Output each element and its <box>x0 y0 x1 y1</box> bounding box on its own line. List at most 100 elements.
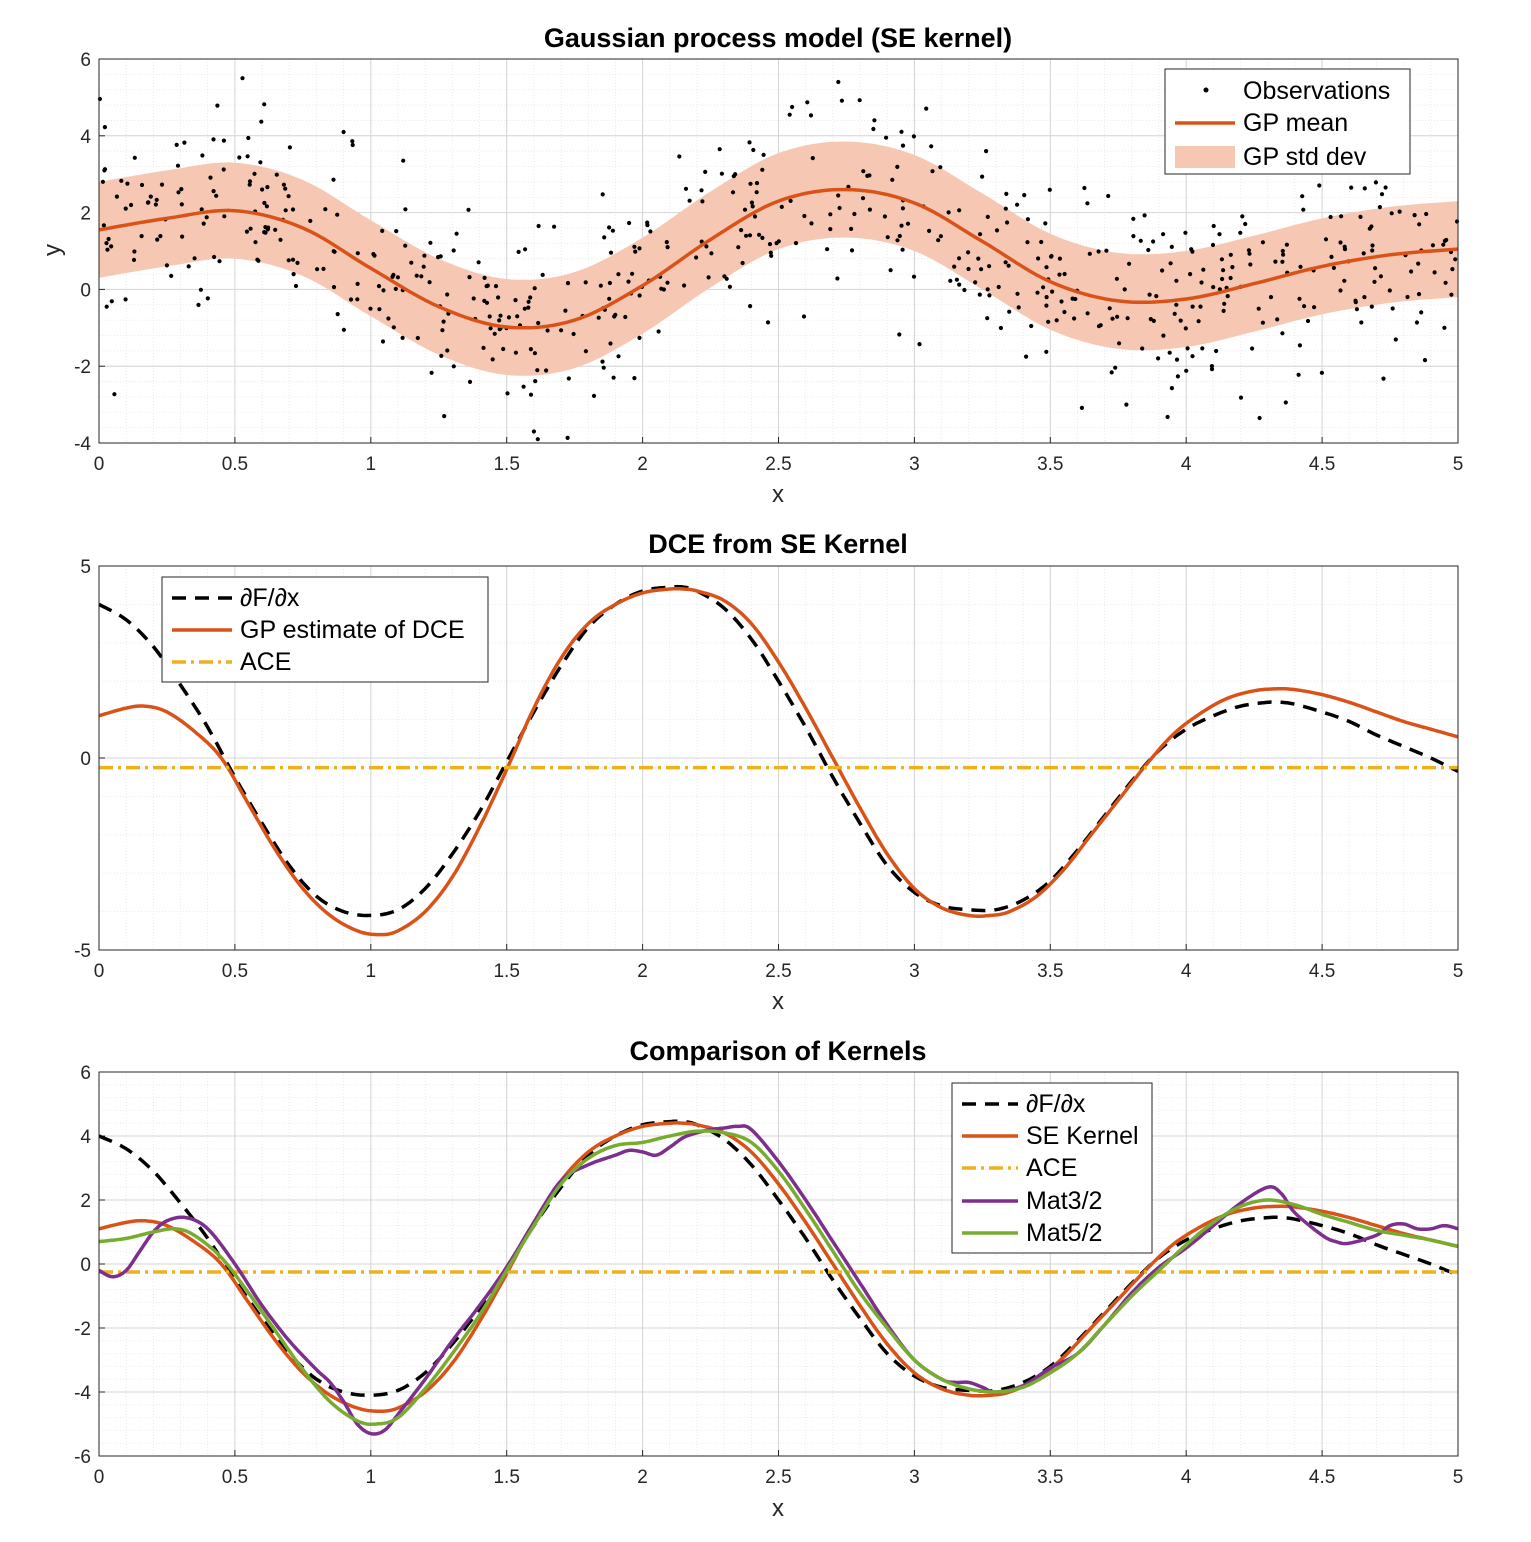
observation-point <box>245 154 250 159</box>
observation-point <box>1154 294 1159 299</box>
legend-label-se-kernel: SE Kernel <box>1026 1122 1139 1150</box>
observation-point <box>742 207 748 212</box>
observation-point <box>1183 326 1188 331</box>
observation-point <box>1044 295 1049 300</box>
observation-point <box>380 228 385 233</box>
observation-point <box>535 368 540 373</box>
observation-point <box>132 249 137 254</box>
observation-point <box>350 142 355 148</box>
observation-point <box>1196 319 1201 324</box>
observation-point <box>1300 194 1305 199</box>
x-tick-label: 1 <box>366 1467 377 1488</box>
observation-point <box>1301 207 1306 212</box>
observation-point <box>748 181 753 186</box>
observation-point <box>295 260 300 265</box>
observation-point <box>1419 310 1424 315</box>
observation-point <box>283 186 288 191</box>
observation-point <box>1054 318 1059 323</box>
observation-point <box>1073 296 1078 302</box>
observation-point <box>602 235 607 240</box>
observation-point <box>390 274 395 279</box>
observation-point <box>484 284 489 289</box>
observation-point <box>169 273 174 278</box>
observation-point <box>1329 254 1334 259</box>
observation-point <box>1087 251 1092 256</box>
observation-point <box>677 154 682 159</box>
x-tick-label: 0.5 <box>222 1467 248 1488</box>
observation-point <box>700 199 705 204</box>
observation-point <box>536 223 541 229</box>
observation-point <box>532 286 537 291</box>
observation-point <box>97 96 102 102</box>
observation-point <box>490 357 495 362</box>
observation-point <box>442 414 447 419</box>
observation-point <box>706 275 711 280</box>
observation-point <box>583 280 588 285</box>
observation-point <box>350 139 355 144</box>
observation-point <box>724 276 729 281</box>
observation-point <box>506 315 511 320</box>
observation-point <box>890 177 895 182</box>
y-axis-label: y <box>39 244 66 256</box>
observation-point <box>704 244 709 249</box>
observation-point <box>1373 266 1378 271</box>
observation-point <box>929 144 934 149</box>
observation-point <box>102 125 107 130</box>
observation-point <box>1441 242 1446 247</box>
observation-point <box>601 365 606 370</box>
axes-box <box>98 58 1459 444</box>
observation-point <box>687 198 692 203</box>
observation-point <box>1046 319 1051 324</box>
observation-point <box>987 293 992 298</box>
x-tick-label: 1.5 <box>493 1467 519 1488</box>
observation-point <box>1372 279 1377 284</box>
legend-label-gp-estimate: GP estimate of DCE <box>240 616 465 644</box>
observation-point <box>1414 320 1419 325</box>
observation-point <box>872 118 877 123</box>
observation-point <box>1142 213 1147 218</box>
observation-point <box>744 233 749 238</box>
observation-point <box>790 104 795 110</box>
observation-point <box>598 283 603 288</box>
observation-point <box>1015 202 1020 207</box>
observation-point <box>131 257 137 262</box>
observation-point <box>290 257 296 262</box>
y-tick-label: 2 <box>80 204 91 225</box>
observation-point <box>769 253 774 258</box>
observation-point <box>348 297 354 302</box>
observation-point <box>528 347 534 352</box>
observation-point <box>355 251 360 256</box>
observation-point <box>962 287 967 293</box>
observation-point <box>1373 180 1378 185</box>
observation-point <box>1175 374 1180 379</box>
panel-gaussian-process: 0 0.5 1 1.5 2 2.5 3 3.5 4 4.5 5 -4 -2 0 2 4 6 Gaussian … <box>39 23 1463 508</box>
observation-point <box>1049 253 1054 259</box>
observation-point <box>733 172 738 177</box>
observation-point <box>752 214 758 219</box>
observation-point <box>441 319 446 324</box>
observation-point <box>632 376 637 381</box>
observation-point <box>415 335 420 341</box>
observation-point <box>727 284 733 289</box>
observation-point <box>528 295 533 300</box>
observation-point <box>516 249 521 254</box>
observation-point <box>1225 294 1230 299</box>
observation-point <box>1178 318 1183 323</box>
observation-point <box>341 129 346 135</box>
observation-point <box>1389 211 1394 216</box>
x-tick-label: 2.5 <box>765 454 791 475</box>
x-axis-label: x <box>772 988 784 1015</box>
observation-point <box>386 316 391 321</box>
observation-point <box>1443 280 1448 285</box>
y-tick-label: 0 <box>80 280 91 301</box>
observation-point <box>600 359 605 364</box>
observation-point <box>703 169 708 174</box>
observation-point <box>828 212 833 217</box>
observation-point <box>471 296 476 301</box>
observation-point <box>186 264 191 269</box>
observation-point <box>274 172 279 177</box>
observation-point <box>966 250 971 255</box>
x-tick-labels: 0 0.5 1 1.5 2 2.5 3 3.5 4 4.5 5 <box>94 454 1464 475</box>
x-tick-labels: 0 0.5 1 1.5 2 2.5 3 3.5 4 4.5 5 <box>94 961 1464 982</box>
series-line--f-x <box>99 584 1458 918</box>
